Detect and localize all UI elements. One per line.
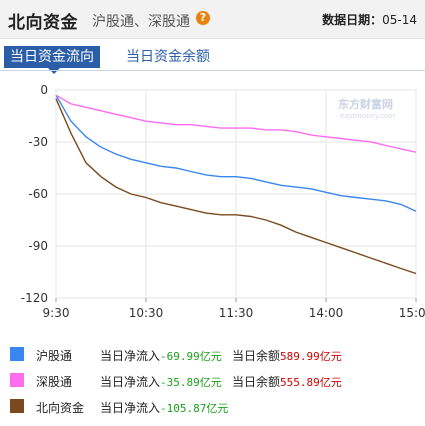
y-axis-ticks: 0 -30 -60 -90 -120 xyxy=(21,83,48,305)
header-bar: 北向资金 沪股通、深股通 ? 数据日期：05-14 xyxy=(0,0,425,39)
tab-daily-balance[interactable]: 当日资金余额 xyxy=(126,49,210,65)
x-tick-label: 10:30 xyxy=(129,306,164,320)
x-axis-ticks: 9:30 10:30 11:30 14:00 15:00 xyxy=(43,306,425,320)
legend-balance: 当日余额589.99亿元 xyxy=(232,347,342,364)
x-tick-label: 11:30 xyxy=(219,306,254,320)
legend-swatch-sz xyxy=(10,373,24,387)
flow-chart: 0-30-60-90-120 9:3010:3011:3014:0015:00 … xyxy=(21,83,425,320)
y-tick-label: -90 xyxy=(28,239,48,253)
legend-flow: 当日净流入-69.99亿元 xyxy=(100,347,222,364)
watermark-subtext: eastmoney.com xyxy=(340,112,395,120)
balance-label: 当日余额 xyxy=(232,349,281,363)
series-line-0 xyxy=(55,94,417,212)
watermark-text: 东方财富网 xyxy=(338,97,393,111)
x-tick-label: 15:00 xyxy=(399,306,425,320)
page-title: 北向资金 xyxy=(8,13,78,33)
series-line-2 xyxy=(55,98,417,275)
balance-value: 555.89亿元 xyxy=(280,376,342,389)
legend-flow: 当日净流入-35.89亿元 xyxy=(100,373,222,390)
x-tick-label: 14:00 xyxy=(309,306,344,320)
balance-label: 当日余额 xyxy=(232,375,281,389)
help-icon[interactable]: ? xyxy=(196,11,210,25)
legend-flow: 当日净流入-105.87亿元 xyxy=(100,399,228,416)
data-date: 数据日期：05-14 xyxy=(322,11,417,28)
legend-row-sh: 沪股通 当日净流入-69.99亿元 当日余额589.99亿元 xyxy=(0,342,425,368)
page-subtitle: 沪股通、深股通 xyxy=(92,14,190,30)
series-line-1 xyxy=(55,94,417,153)
flow-label: 当日净流入 xyxy=(100,401,161,415)
data-date-label: 数据日期： xyxy=(322,13,383,27)
tab-daily-flow[interactable]: 当日资金流向 xyxy=(4,46,100,74)
legend-name: 沪股通 xyxy=(36,349,73,363)
legend-row-north: 北向资金 当日净流入-105.87亿元 xyxy=(0,394,425,420)
y-tick-label: -60 xyxy=(28,187,48,201)
chart-grid xyxy=(55,89,417,302)
legend-swatch-north xyxy=(10,399,24,413)
flow-value: -35.89亿元 xyxy=(160,376,222,389)
y-tick-label: -30 xyxy=(28,135,48,149)
legend-swatch-sh xyxy=(10,347,24,361)
flow-value: -105.87亿元 xyxy=(160,402,229,415)
flow-value: -69.99亿元 xyxy=(160,350,222,363)
y-tick-label: 0 xyxy=(40,83,48,97)
data-date-value: 05-14 xyxy=(382,13,417,27)
balance-value: 589.99亿元 xyxy=(280,350,342,363)
legend-balance: 当日余额555.89亿元 xyxy=(232,373,342,390)
chart-series xyxy=(55,94,417,275)
legend-row-sz: 深股通 当日净流入-35.89亿元 当日余额555.89亿元 xyxy=(0,368,425,394)
flow-label: 当日净流入 xyxy=(100,349,161,363)
tab-divider xyxy=(0,70,425,71)
y-tick-label: -120 xyxy=(21,291,48,305)
legend-name: 北向资金 xyxy=(36,401,85,415)
legend-name: 深股通 xyxy=(36,375,73,389)
x-tick-label: 9:30 xyxy=(43,306,70,320)
flow-label: 当日净流入 xyxy=(100,375,161,389)
